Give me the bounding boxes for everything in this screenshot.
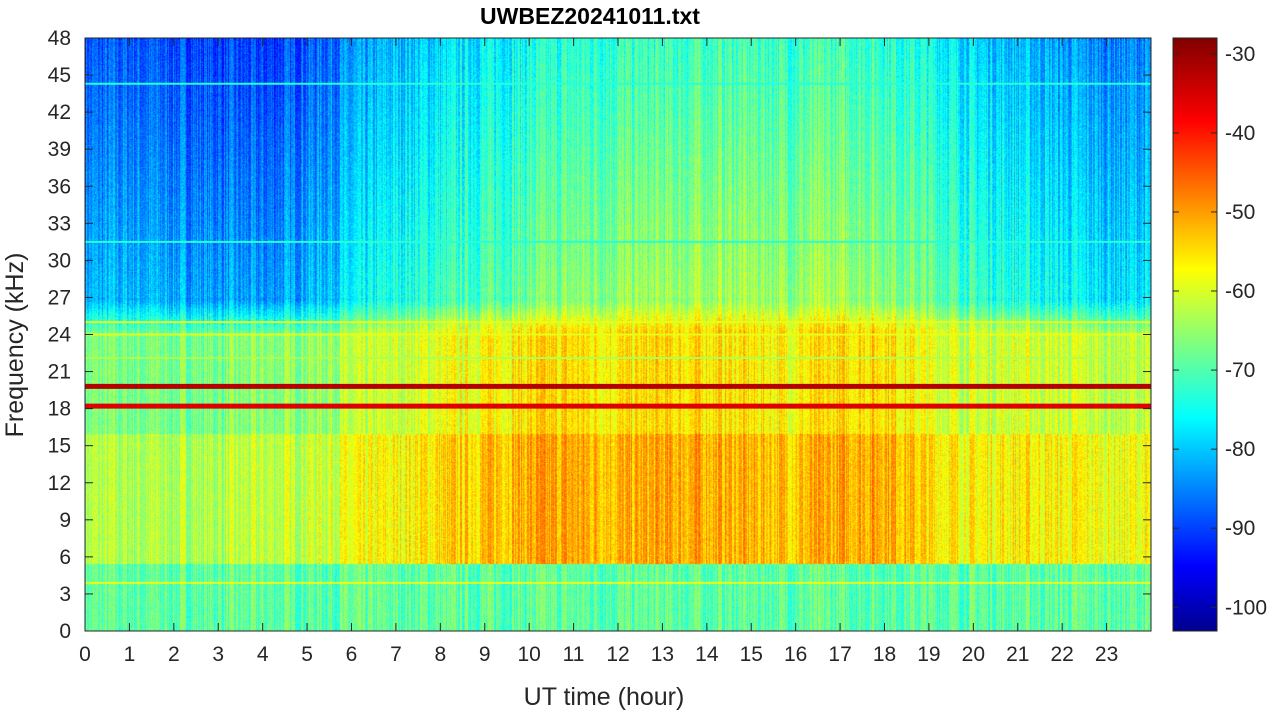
x-tick-label: 10 [517, 643, 540, 666]
y-tick-label: 42 [48, 101, 71, 124]
y-tick-label: 30 [48, 249, 71, 272]
y-tick-label: 24 [48, 324, 72, 347]
colorbar-gradient [1173, 38, 1217, 631]
colorbar-tick-label: -60 [1225, 280, 1255, 303]
x-tick-label: 23 [1095, 643, 1118, 666]
x-tick-label: 6 [346, 643, 358, 666]
colorbar-tick-label: -100 [1225, 596, 1267, 619]
colorbar-tick-label: -40 [1225, 122, 1255, 145]
y-tick-label: 15 [48, 435, 71, 458]
y-tick-label: 27 [48, 286, 71, 309]
x-tick-label: 20 [962, 643, 985, 666]
x-axis-label: UT time (hour) [524, 683, 685, 711]
narrowband-lines [85, 82, 1151, 584]
y-tick-label: 39 [48, 138, 71, 161]
colorbar-tick-label: -90 [1225, 517, 1255, 540]
x-tick-label: 19 [917, 643, 940, 666]
y-tick-label: 9 [59, 509, 71, 532]
x-tick-label: 9 [479, 643, 491, 666]
x-tick-label: 22 [1050, 643, 1073, 666]
x-axis: 0 1 2 3 4 5 6 7 8 9 10 11 12 13 14 15 16 17 18 19 20 21 22 23 [79, 38, 1118, 666]
chart-title: UWBEZ20241011.txt [480, 3, 700, 29]
x-tick-label: 7 [390, 643, 402, 666]
x-tick-label: 15 [740, 643, 763, 666]
x-tick-label: 21 [1006, 643, 1029, 666]
y-tick-label: 0 [59, 620, 71, 643]
x-tick-label: 1 [124, 643, 136, 666]
y-tick-label: 33 [48, 212, 71, 235]
y-tick-label: 18 [48, 398, 71, 421]
x-tick-label: 3 [212, 643, 224, 666]
x-tick-label: 13 [651, 643, 674, 666]
x-tick-label: 18 [873, 643, 896, 666]
x-tick-label: 5 [301, 643, 313, 666]
colorbar: -30 -40 -50 -60 -70 -80 -90 -100 [1172, 37, 1267, 632]
plot-area [84, 37, 1152, 632]
x-tick-label: 8 [434, 643, 446, 666]
y-tick-label: 36 [48, 175, 71, 198]
x-tick-label: 4 [257, 643, 269, 666]
x-tick-label: 14 [695, 643, 719, 666]
colorbar-tick-label: -30 [1225, 43, 1255, 66]
x-tick-label: 11 [563, 643, 585, 666]
y-axis-label: Frequency (kHz) [1, 253, 29, 438]
colorbar-frame [1172, 37, 1218, 632]
colorbar-tick-label: -70 [1225, 359, 1255, 382]
y-tick-label: 45 [48, 64, 71, 87]
x-tick-label: 0 [79, 643, 91, 666]
x-tick-label: 12 [606, 643, 629, 666]
y-tick-label: 6 [59, 546, 71, 569]
colorbar-tick-label: -80 [1225, 438, 1255, 461]
y-tick-label: 3 [59, 583, 71, 606]
x-tick-label: 16 [784, 643, 807, 666]
x-tick-label: 2 [168, 643, 180, 666]
x-tick-label: 17 [828, 643, 851, 666]
y-tick-label: 21 [48, 361, 71, 384]
colorbar-tick-label: -50 [1225, 201, 1255, 224]
y-tick-label: 12 [48, 472, 71, 495]
y-tick-label: 48 [48, 27, 71, 50]
